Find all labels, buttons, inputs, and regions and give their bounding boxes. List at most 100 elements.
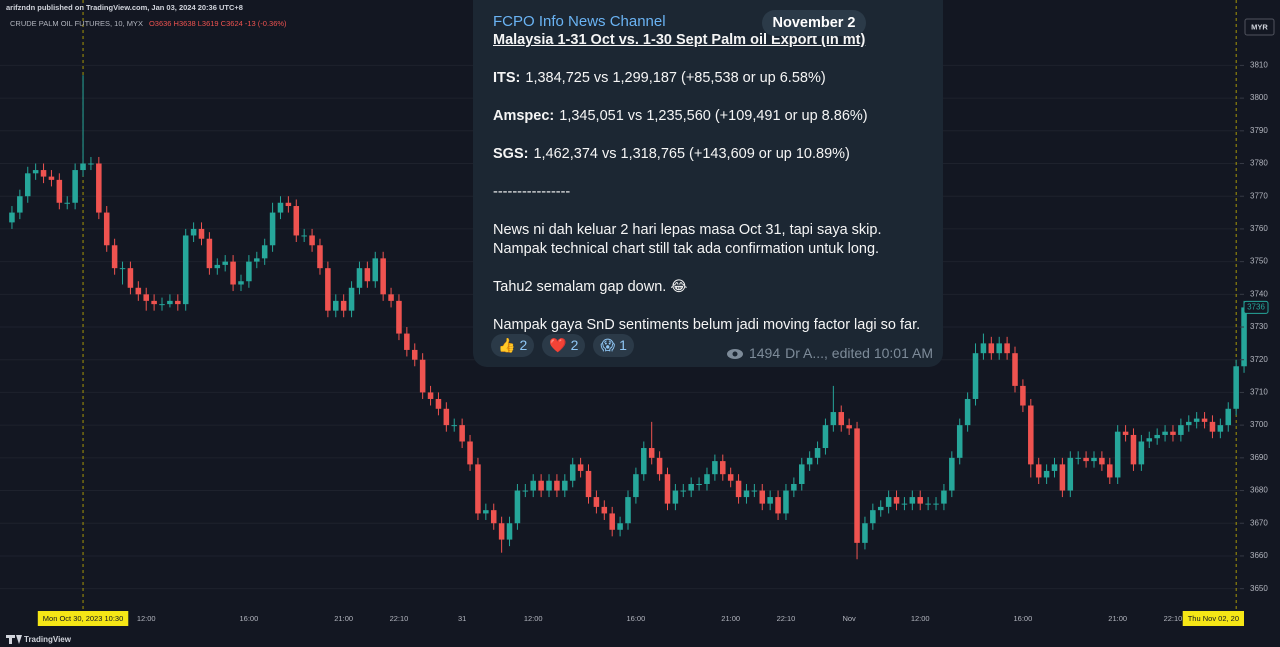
last-price-box [1243, 300, 1269, 314]
y-tick-label: 3660 [1250, 551, 1268, 560]
divider: ---------------- [493, 184, 571, 200]
candle-body [854, 428, 860, 543]
candle-body [933, 503, 939, 505]
candle-body [783, 490, 789, 514]
y-tick-label: 3810 [1250, 61, 1268, 70]
candle-body [656, 457, 663, 475]
candle-body [72, 170, 78, 203]
candle-body [648, 448, 655, 458]
y-tick-label: 3790 [1250, 126, 1268, 135]
candle-body [1217, 425, 1224, 432]
candle-body [767, 497, 773, 504]
y-tick-label: 3650 [1250, 584, 1268, 593]
currency-box[interactable] [1244, 18, 1275, 36]
candle-body [909, 497, 916, 504]
channel-name[interactable]: FCPO Info News Channel [493, 13, 666, 30]
candle-body [40, 170, 47, 177]
candle-body [1028, 405, 1034, 465]
publisher-line: arifzndn published on TradingView.com, J… [6, 3, 243, 12]
candle-body [419, 359, 426, 393]
highlight-label-bg [1182, 611, 1244, 626]
figure-label: SGS: [493, 146, 529, 162]
candle-body [1020, 385, 1026, 406]
candle-body [814, 448, 821, 458]
x-tick-label: 21:00 [334, 614, 353, 623]
x-tick-label: Nov [842, 614, 856, 623]
candle-body [111, 245, 118, 269]
x-tick-label: 16:00 [627, 614, 646, 623]
candle-body [1012, 353, 1018, 386]
reaction-count: 1 [619, 337, 627, 353]
reaction-count: 2 [570, 337, 579, 353]
candle-body [830, 412, 837, 426]
candle-body [956, 425, 963, 458]
reaction-emoji: ❤️ [549, 337, 567, 353]
last-price-label: 3736 [1247, 303, 1265, 312]
candle-body [317, 245, 323, 269]
candle-body [356, 268, 363, 288]
y-tick-label: 3730 [1250, 322, 1268, 331]
x-tick-label: 22:10 [777, 614, 796, 623]
candle-body [80, 163, 86, 171]
reaction[interactable]: 👍 2 [491, 334, 535, 357]
candle-body [467, 441, 473, 465]
candle-body [1209, 421, 1216, 432]
candle-body [443, 408, 450, 426]
candle-body [1178, 425, 1184, 435]
plot-area [9, 75, 1247, 560]
message-meta: 1494 Dr A..., edited 10:01 AM [726, 344, 933, 363]
y-tick-label: 3720 [1250, 355, 1268, 364]
candle-body [380, 258, 386, 295]
y-tick-label: 3700 [1250, 420, 1268, 429]
candle-body [538, 480, 544, 491]
brand-logo [6, 635, 22, 644]
candle-body [593, 497, 600, 507]
candle-body [364, 268, 371, 282]
reaction[interactable]: 😱 1 [593, 334, 634, 357]
figure-text: 1,345,051 vs 1,235,560 (+109,491 or up 8… [559, 108, 868, 124]
candle-body [1138, 441, 1145, 465]
candle-body [806, 457, 813, 465]
candle-body [641, 448, 647, 475]
candle-body [546, 480, 552, 491]
figure-line: SGS: 1,462,374 vs 1,318,765 (+143,609 or … [493, 145, 923, 164]
candle-body [601, 506, 608, 514]
candle-body [949, 457, 955, 491]
x-tick-label: 22:10 [1164, 614, 1183, 623]
line: Nampak gaya SnD sentiments belum jadi mo… [493, 317, 921, 333]
candle-body [1099, 457, 1105, 465]
y-tick-label: 3770 [1250, 191, 1268, 200]
y-tick-label: 3760 [1250, 224, 1268, 233]
y-tick-label: 3690 [1250, 453, 1268, 462]
candle-body [88, 163, 94, 165]
candle-body [1241, 307, 1247, 367]
candle-body [988, 343, 995, 354]
candle-body [522, 490, 529, 492]
reaction[interactable]: ❤️ 2 [542, 334, 586, 357]
candle-body [877, 506, 884, 511]
figure-text: 1,384,725 vs 1,299,187 (+85,538 or up 6.… [525, 70, 826, 86]
x-tick-label: 21:00 [721, 614, 740, 623]
candle-body [48, 176, 55, 180]
candle-body [609, 513, 615, 530]
candle-body [625, 497, 631, 524]
reactions: 👍 2 ❤️ 2 😱 1 [491, 334, 634, 357]
candle-body [151, 300, 157, 305]
x-tick-label: Thu Nov 02, 20 [1188, 614, 1239, 623]
candle-body [743, 490, 750, 498]
candle-body [798, 464, 805, 484]
candle-body [712, 461, 718, 475]
candle-body [254, 258, 260, 262]
candle-body [24, 173, 31, 197]
candle-body [1107, 464, 1113, 478]
candle-body [340, 300, 347, 311]
candle-body [680, 490, 687, 492]
candle-body [506, 523, 513, 540]
candle-body [230, 261, 236, 285]
candle-body [1154, 434, 1160, 439]
candle-body [475, 464, 481, 514]
y-tick-label: 3780 [1250, 159, 1268, 168]
candle-body [1114, 431, 1121, 478]
currency[interactable]: MYR [1251, 22, 1268, 31]
candle-body [633, 474, 639, 498]
